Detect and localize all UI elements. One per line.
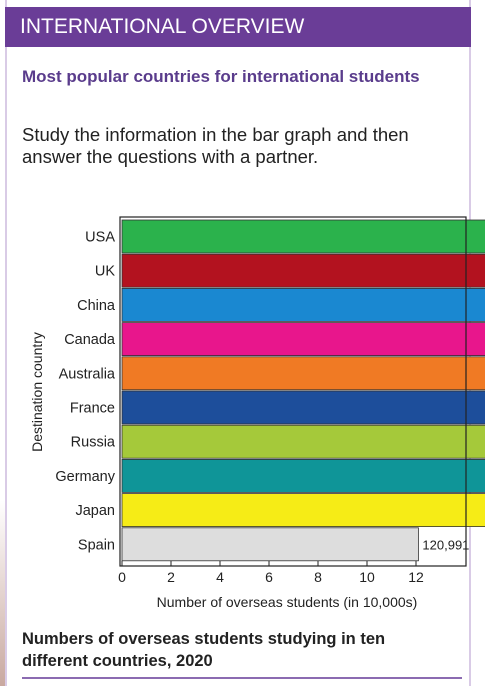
header-title: INTERNATIONAL OVERVIEW [20, 15, 305, 38]
subtitle: Most popular countries for international… [22, 67, 420, 86]
category-label-australia: Australia [59, 366, 116, 382]
x-tick-label: 4 [216, 569, 224, 585]
bar-japan [121, 493, 485, 528]
category-label-germany: Germany [55, 469, 115, 485]
x-tick-label: 10 [359, 569, 375, 585]
category-label-usa: USA [85, 230, 115, 246]
x-tick-label: 2 [167, 569, 175, 585]
x-tick-label: 6 [265, 569, 273, 585]
category-label-russia: Russia [71, 435, 116, 451]
bottom-rule [22, 677, 462, 679]
category-label-canada: Canada [64, 332, 116, 348]
category-label-japan: Japan [75, 503, 115, 519]
bar-china [121, 287, 485, 322]
instruction-text: Study the information in the bar graph a… [22, 124, 409, 167]
bar-canada [121, 322, 485, 357]
y-axis-label: Destination country [29, 332, 45, 452]
plot-frame [119, 216, 467, 567]
bar-russia [121, 424, 485, 459]
category-label-china: China [77, 298, 116, 314]
chart-caption: Numbers of overseas students studying in… [22, 630, 386, 670]
bar-france [121, 390, 485, 425]
x-tick-label: 12 [408, 569, 424, 585]
x-axis-label: Number of overseas students (in 10,000s) [157, 594, 418, 610]
category-label-uk: UK [95, 264, 115, 280]
bar-uk [121, 253, 485, 288]
data-label-spain: 120,991 [422, 537, 469, 552]
x-tick-label: 0 [118, 569, 126, 585]
bar-australia [121, 356, 485, 391]
category-label-france: France [70, 401, 115, 417]
left-decoration [0, 500, 6, 686]
bar-usa [121, 219, 485, 254]
section-header [5, 7, 471, 47]
bar-germany [121, 458, 485, 493]
bar-spain [121, 527, 419, 562]
category-label-spain: Spain [78, 537, 115, 553]
x-tick-label: 8 [314, 569, 322, 585]
